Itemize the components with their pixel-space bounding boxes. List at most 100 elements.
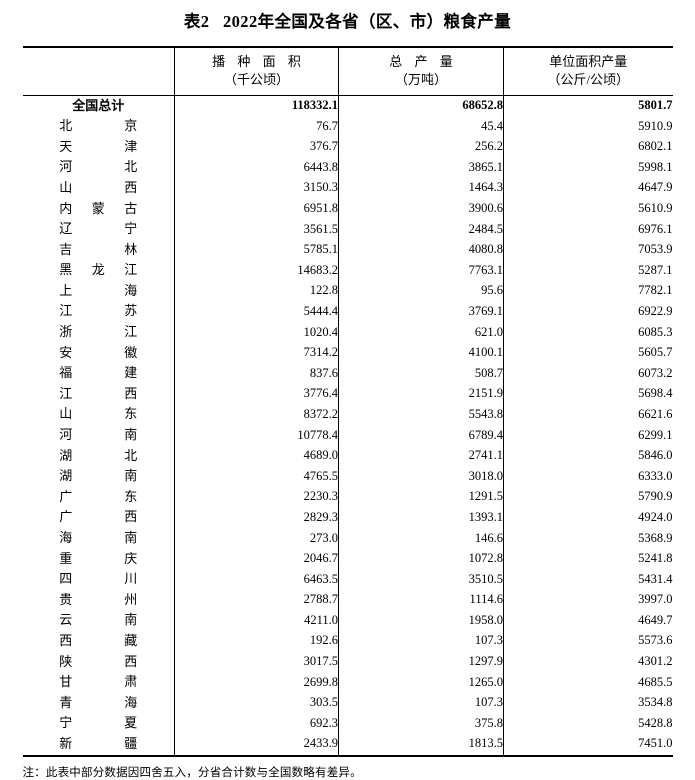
total-output-cell: 3018.0 (338, 466, 504, 487)
table-row: 江西 3776.4 2151.9 5698.4 (23, 383, 673, 405)
yield-per-area-cell: 5241.8 (503, 548, 673, 570)
table-row: 上海 122.8 95.6 7782.1 (23, 280, 673, 302)
sown-area-cell: 192.6 (174, 630, 339, 652)
total-output-cell: 3769.1 (338, 301, 504, 323)
region-name-label: 江苏 (59, 303, 138, 319)
table-row: 湖南 4765.5 3018.0 6333.0 (23, 466, 673, 487)
sown-area-cell: 3150.3 (174, 177, 339, 199)
total-output-cell: 5543.8 (338, 404, 504, 426)
total-output-cell: 6789.4 (338, 425, 504, 446)
region-name-label: 重庆 (59, 550, 138, 566)
region-name-cell: 江西 (23, 384, 175, 405)
yield-per-area-cell: 5698.4 (503, 383, 673, 405)
sown-area-cell: 5444.4 (174, 301, 339, 323)
region-name-cell: 内蒙古 (23, 199, 175, 220)
table-row: 海南 273.0 146.6 5368.9 (23, 528, 673, 549)
sown-area-cell: 2046.7 (174, 548, 339, 570)
region-name-label: 内蒙古 (59, 200, 138, 216)
total-output-cell: 4100.1 (338, 342, 504, 364)
table-row: 湖北 4689.0 2741.1 5846.0 (23, 445, 673, 467)
column-header-total-output-label: 总 产 量 (389, 54, 458, 70)
grain-output-table: 播 种 面 积 （千公顷） 总 产 量 （万吨） 单位面积产量 （公斤/公顷） … (22, 46, 673, 757)
table-body: 全国总计 118332.1 68652.8 5801.7 北京 76.7 45.4 5910.… (22, 94, 673, 757)
table-row: 云南 4211.0 1958.0 4649.7 (23, 610, 673, 631)
region-name-cell: 河南 (23, 425, 175, 446)
region-name-label: 黑龙江 (59, 262, 138, 278)
table-row: 内蒙古 6951.8 3900.6 5610.9 (23, 198, 673, 220)
total-output-cell: 95.6 (338, 280, 504, 302)
yield-per-area-cell: 4649.7 (503, 610, 673, 631)
table-header: 播 种 面 积 （千公顷） 总 产 量 （万吨） 单位面积产量 （公斤/公顷） (22, 46, 673, 96)
page-root: 表2 2022年全国及各省（区、市）粮食产量 播 种 面 积 （千公顷） 总 产… (22, 12, 673, 779)
yield-per-area-cell: 5605.7 (503, 342, 673, 364)
sown-area-cell: 76.7 (174, 116, 339, 137)
table-row: 安徽 7314.2 4100.1 5605.7 (23, 342, 673, 364)
region-name-cell: 新疆 (22, 733, 175, 757)
region-name-cell: 山西 (23, 178, 175, 199)
table-row: 四川 6463.5 3510.5 5431.4 (23, 569, 673, 590)
total-output-cell: 68652.8 (338, 94, 504, 117)
region-name-cell: 福建 (23, 363, 175, 384)
total-output-cell: 4080.8 (338, 239, 504, 261)
total-output-cell: 1958.0 (338, 610, 504, 631)
total-output-cell: 1297.9 (338, 651, 504, 673)
sown-area-cell: 2829.3 (174, 507, 339, 528)
yield-per-area-cell: 5287.1 (503, 260, 673, 281)
column-header-sown-area-unit: （千公顷） (223, 71, 289, 87)
region-name-cell: 山东 (23, 404, 175, 425)
region-name-cell: 湖北 (23, 446, 175, 467)
sown-area-cell: 6443.8 (174, 157, 339, 178)
table-row-national-total: 全国总计 118332.1 68652.8 5801.7 (22, 94, 673, 117)
total-output-cell: 1813.5 (338, 733, 504, 757)
sown-area-cell: 3017.5 (174, 651, 339, 673)
region-name-label: 甘肃 (59, 674, 138, 690)
table-row: 重庆 2046.7 1072.8 5241.8 (23, 548, 673, 570)
region-name-label: 西藏 (59, 632, 138, 648)
total-output-cell: 146.6 (338, 528, 504, 549)
table-row: 新疆 2433.9 1813.5 7451.0 (22, 733, 673, 757)
region-name-cell: 吉林 (23, 240, 175, 261)
yield-per-area-cell: 5910.9 (503, 116, 673, 137)
region-name-cell: 河北 (23, 157, 175, 178)
table-row: 北京 76.7 45.4 5910.9 (23, 116, 673, 137)
region-name-cell: 江苏 (23, 301, 175, 322)
region-name-cell: 甘肃 (23, 672, 175, 693)
region-name-label: 福建 (59, 365, 138, 381)
region-name-label: 广西 (59, 509, 138, 525)
region-name-label: 贵州 (59, 591, 138, 607)
region-name-label: 天津 (59, 138, 138, 154)
region-name-label: 浙江 (59, 324, 138, 340)
region-name-label: 吉林 (59, 241, 138, 257)
total-output-cell: 1265.0 (338, 672, 504, 693)
table-row: 天津 376.7 256.2 6802.1 (23, 136, 673, 158)
region-name-cell: 云南 (23, 610, 175, 631)
sown-area-cell: 2699.8 (174, 672, 339, 693)
yield-per-area-cell: 7451.0 (503, 733, 673, 757)
table-row: 黑龙江 14683.2 7763.1 5287.1 (23, 260, 673, 281)
table-row: 青海 303.5 107.3 3534.8 (23, 692, 673, 714)
table-footnote: 注：此表中部分数据因四舍五入，分省合计数与全国数略有差异。 (22, 766, 362, 779)
region-name-cell: 安徽 (23, 343, 175, 364)
yield-per-area-cell: 5790.9 (503, 486, 673, 508)
sown-area-cell: 14683.2 (174, 260, 339, 281)
region-name-label: 四川 (59, 571, 138, 587)
total-output-cell: 45.4 (338, 116, 504, 137)
total-output-cell: 1291.5 (338, 486, 504, 508)
sown-area-cell: 2230.3 (174, 486, 339, 508)
grain-output-table-container: 播 种 面 积 （千公顷） 总 产 量 （万吨） 单位面积产量 （公斤/公顷） … (22, 46, 673, 757)
sown-area-cell: 118332.1 (174, 94, 339, 117)
yield-per-area-cell: 7053.9 (503, 239, 673, 261)
yield-per-area-cell: 6621.6 (503, 404, 673, 426)
table-header-row: 播 种 面 积 （千公顷） 总 产 量 （万吨） 单位面积产量 （公斤/公顷） (22, 46, 673, 96)
table-row: 宁夏 692.3 375.8 5428.8 (23, 713, 673, 734)
total-output-cell: 7763.1 (338, 260, 504, 281)
column-header-yield-per-area-unit: （公斤/公顷） (547, 71, 630, 87)
sown-area-cell: 6951.8 (174, 198, 339, 220)
total-output-cell: 107.3 (338, 630, 504, 652)
total-output-cell: 3900.6 (338, 198, 504, 220)
region-name-label: 青海 (59, 694, 138, 710)
yield-per-area-cell: 6802.1 (503, 136, 673, 158)
region-name-cell: 宁夏 (23, 713, 175, 734)
yield-per-area-cell: 6073.2 (503, 363, 673, 384)
sown-area-cell: 376.7 (174, 136, 339, 158)
